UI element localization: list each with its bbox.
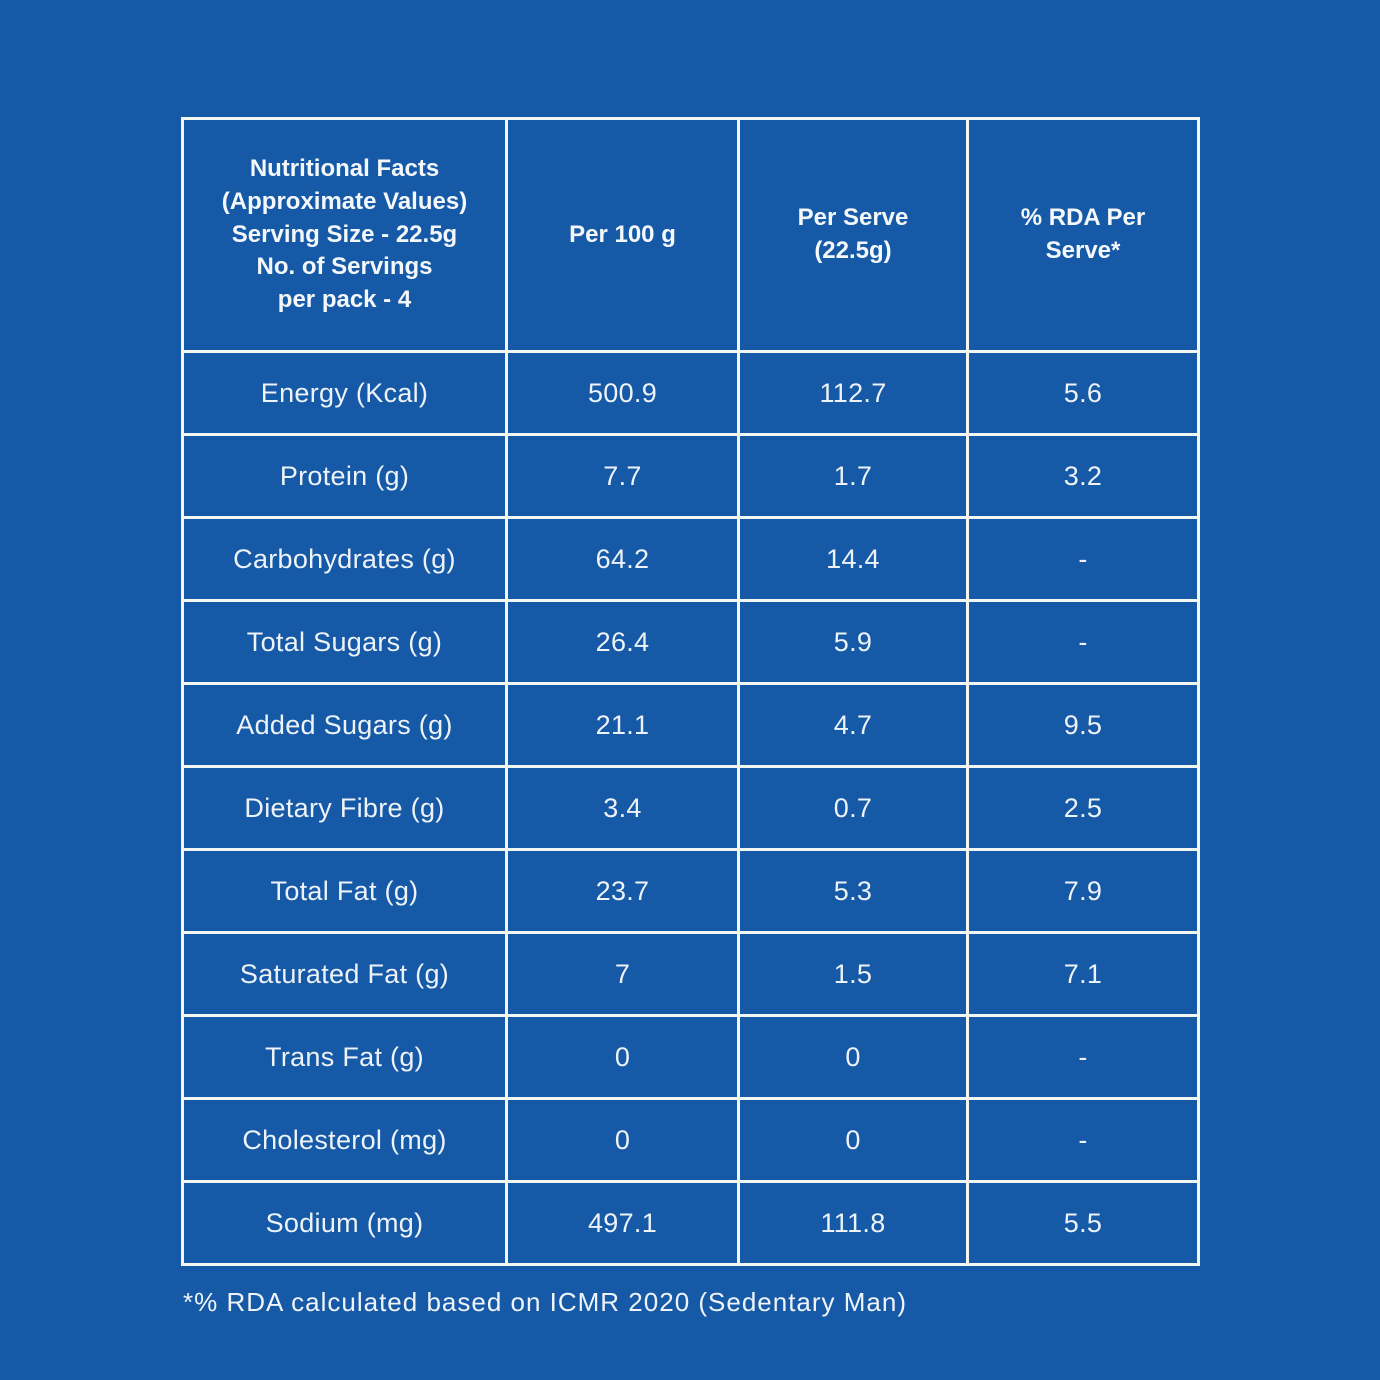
nutrition-facts-table: Nutritional Facts (Approximate Values) S… (181, 117, 1200, 1266)
nutrient-label-cell: Trans Fat (g) (181, 1014, 508, 1100)
rda-value-cell: - (966, 1014, 1200, 1100)
nutrient-label-cell: Added Sugars (g) (181, 682, 508, 768)
per-serve-value-cell: 0 (737, 1014, 969, 1100)
per-serve-value-cell: 5.9 (737, 599, 969, 685)
header-per-serve: Per Serve (22.5g) (737, 117, 969, 353)
rda-value-cell: - (966, 599, 1200, 685)
table-row: Sodium (mg) 497.1 111.8 5.5 (181, 1180, 1200, 1266)
rda-value-cell: 7.1 (966, 931, 1200, 1017)
rda-value-cell: 5.5 (966, 1180, 1200, 1266)
table-row: Dietary Fibre (g) 3.4 0.7 2.5 (181, 765, 1200, 851)
per-100g-value-cell: 23.7 (505, 848, 740, 934)
table-row: Total Sugars (g) 26.4 5.9 - (181, 599, 1200, 685)
per-100g-value-cell: 7.7 (505, 433, 740, 519)
rda-value-cell: 3.2 (966, 433, 1200, 519)
nutrient-label-cell: Protein (g) (181, 433, 508, 519)
per-serve-value-cell: 112.7 (737, 350, 969, 436)
table-body: Energy (Kcal) 500.9 112.7 5.6 Protein (g… (181, 350, 1200, 1266)
nutrient-label-cell: Cholesterol (mg) (181, 1097, 508, 1183)
nutrient-label-cell: Total Sugars (g) (181, 599, 508, 685)
per-serve-value-cell: 0 (737, 1097, 969, 1183)
nutrient-label-cell: Carbohydrates (g) (181, 516, 508, 602)
rda-value-cell: 2.5 (966, 765, 1200, 851)
table-header-row: Nutritional Facts (Approximate Values) S… (181, 117, 1200, 353)
header-per-100g: Per 100 g (505, 117, 740, 353)
per-serve-value-cell: 1.5 (737, 931, 969, 1017)
per-100g-value-cell: 21.1 (505, 682, 740, 768)
per-serve-value-cell: 5.3 (737, 848, 969, 934)
rda-footnote: *% RDA calculated based on ICMR 2020 (Se… (183, 1287, 908, 1317)
nutrient-label-cell: Sodium (mg) (181, 1180, 508, 1266)
nutrient-label-cell: Dietary Fibre (g) (181, 765, 508, 851)
per-serve-value-cell: 4.7 (737, 682, 969, 768)
rda-value-cell: - (966, 1097, 1200, 1183)
table-row: Saturated Fat (g) 7 1.5 7.1 (181, 931, 1200, 1017)
table-row: Carbohydrates (g) 64.2 14.4 - (181, 516, 1200, 602)
per-100g-value-cell: 3.4 (505, 765, 740, 851)
per-100g-value-cell: 64.2 (505, 516, 740, 602)
per-100g-value-cell: 500.9 (505, 350, 740, 436)
per-100g-value-cell: 0 (505, 1097, 740, 1183)
table-row: Cholesterol (mg) 0 0 - (181, 1097, 1200, 1183)
per-serve-value-cell: 0.7 (737, 765, 969, 851)
rda-value-cell: - (966, 516, 1200, 602)
per-100g-value-cell: 7 (505, 931, 740, 1017)
table-row: Trans Fat (g) 0 0 - (181, 1014, 1200, 1100)
rda-value-cell: 7.9 (966, 848, 1200, 934)
table-row: Energy (Kcal) 500.9 112.7 5.6 (181, 350, 1200, 436)
per-serve-value-cell: 14.4 (737, 516, 969, 602)
per-100g-value-cell: 497.1 (505, 1180, 740, 1266)
header-info-cell: Nutritional Facts (Approximate Values) S… (181, 117, 508, 353)
rda-value-cell: 9.5 (966, 682, 1200, 768)
per-serve-value-cell: 111.8 (737, 1180, 969, 1266)
nutrient-label-cell: Total Fat (g) (181, 848, 508, 934)
nutrient-label-cell: Energy (Kcal) (181, 350, 508, 436)
nutrient-label-cell: Saturated Fat (g) (181, 931, 508, 1017)
table-row: Total Fat (g) 23.7 5.3 7.9 (181, 848, 1200, 934)
table-row: Protein (g) 7.7 1.7 3.2 (181, 433, 1200, 519)
per-100g-value-cell: 26.4 (505, 599, 740, 685)
table-row: Added Sugars (g) 21.1 4.7 9.5 (181, 682, 1200, 768)
header-rda-per-serve: % RDA Per Serve* (966, 117, 1200, 353)
rda-value-cell: 5.6 (966, 350, 1200, 436)
per-serve-value-cell: 1.7 (737, 433, 969, 519)
per-100g-value-cell: 0 (505, 1014, 740, 1100)
